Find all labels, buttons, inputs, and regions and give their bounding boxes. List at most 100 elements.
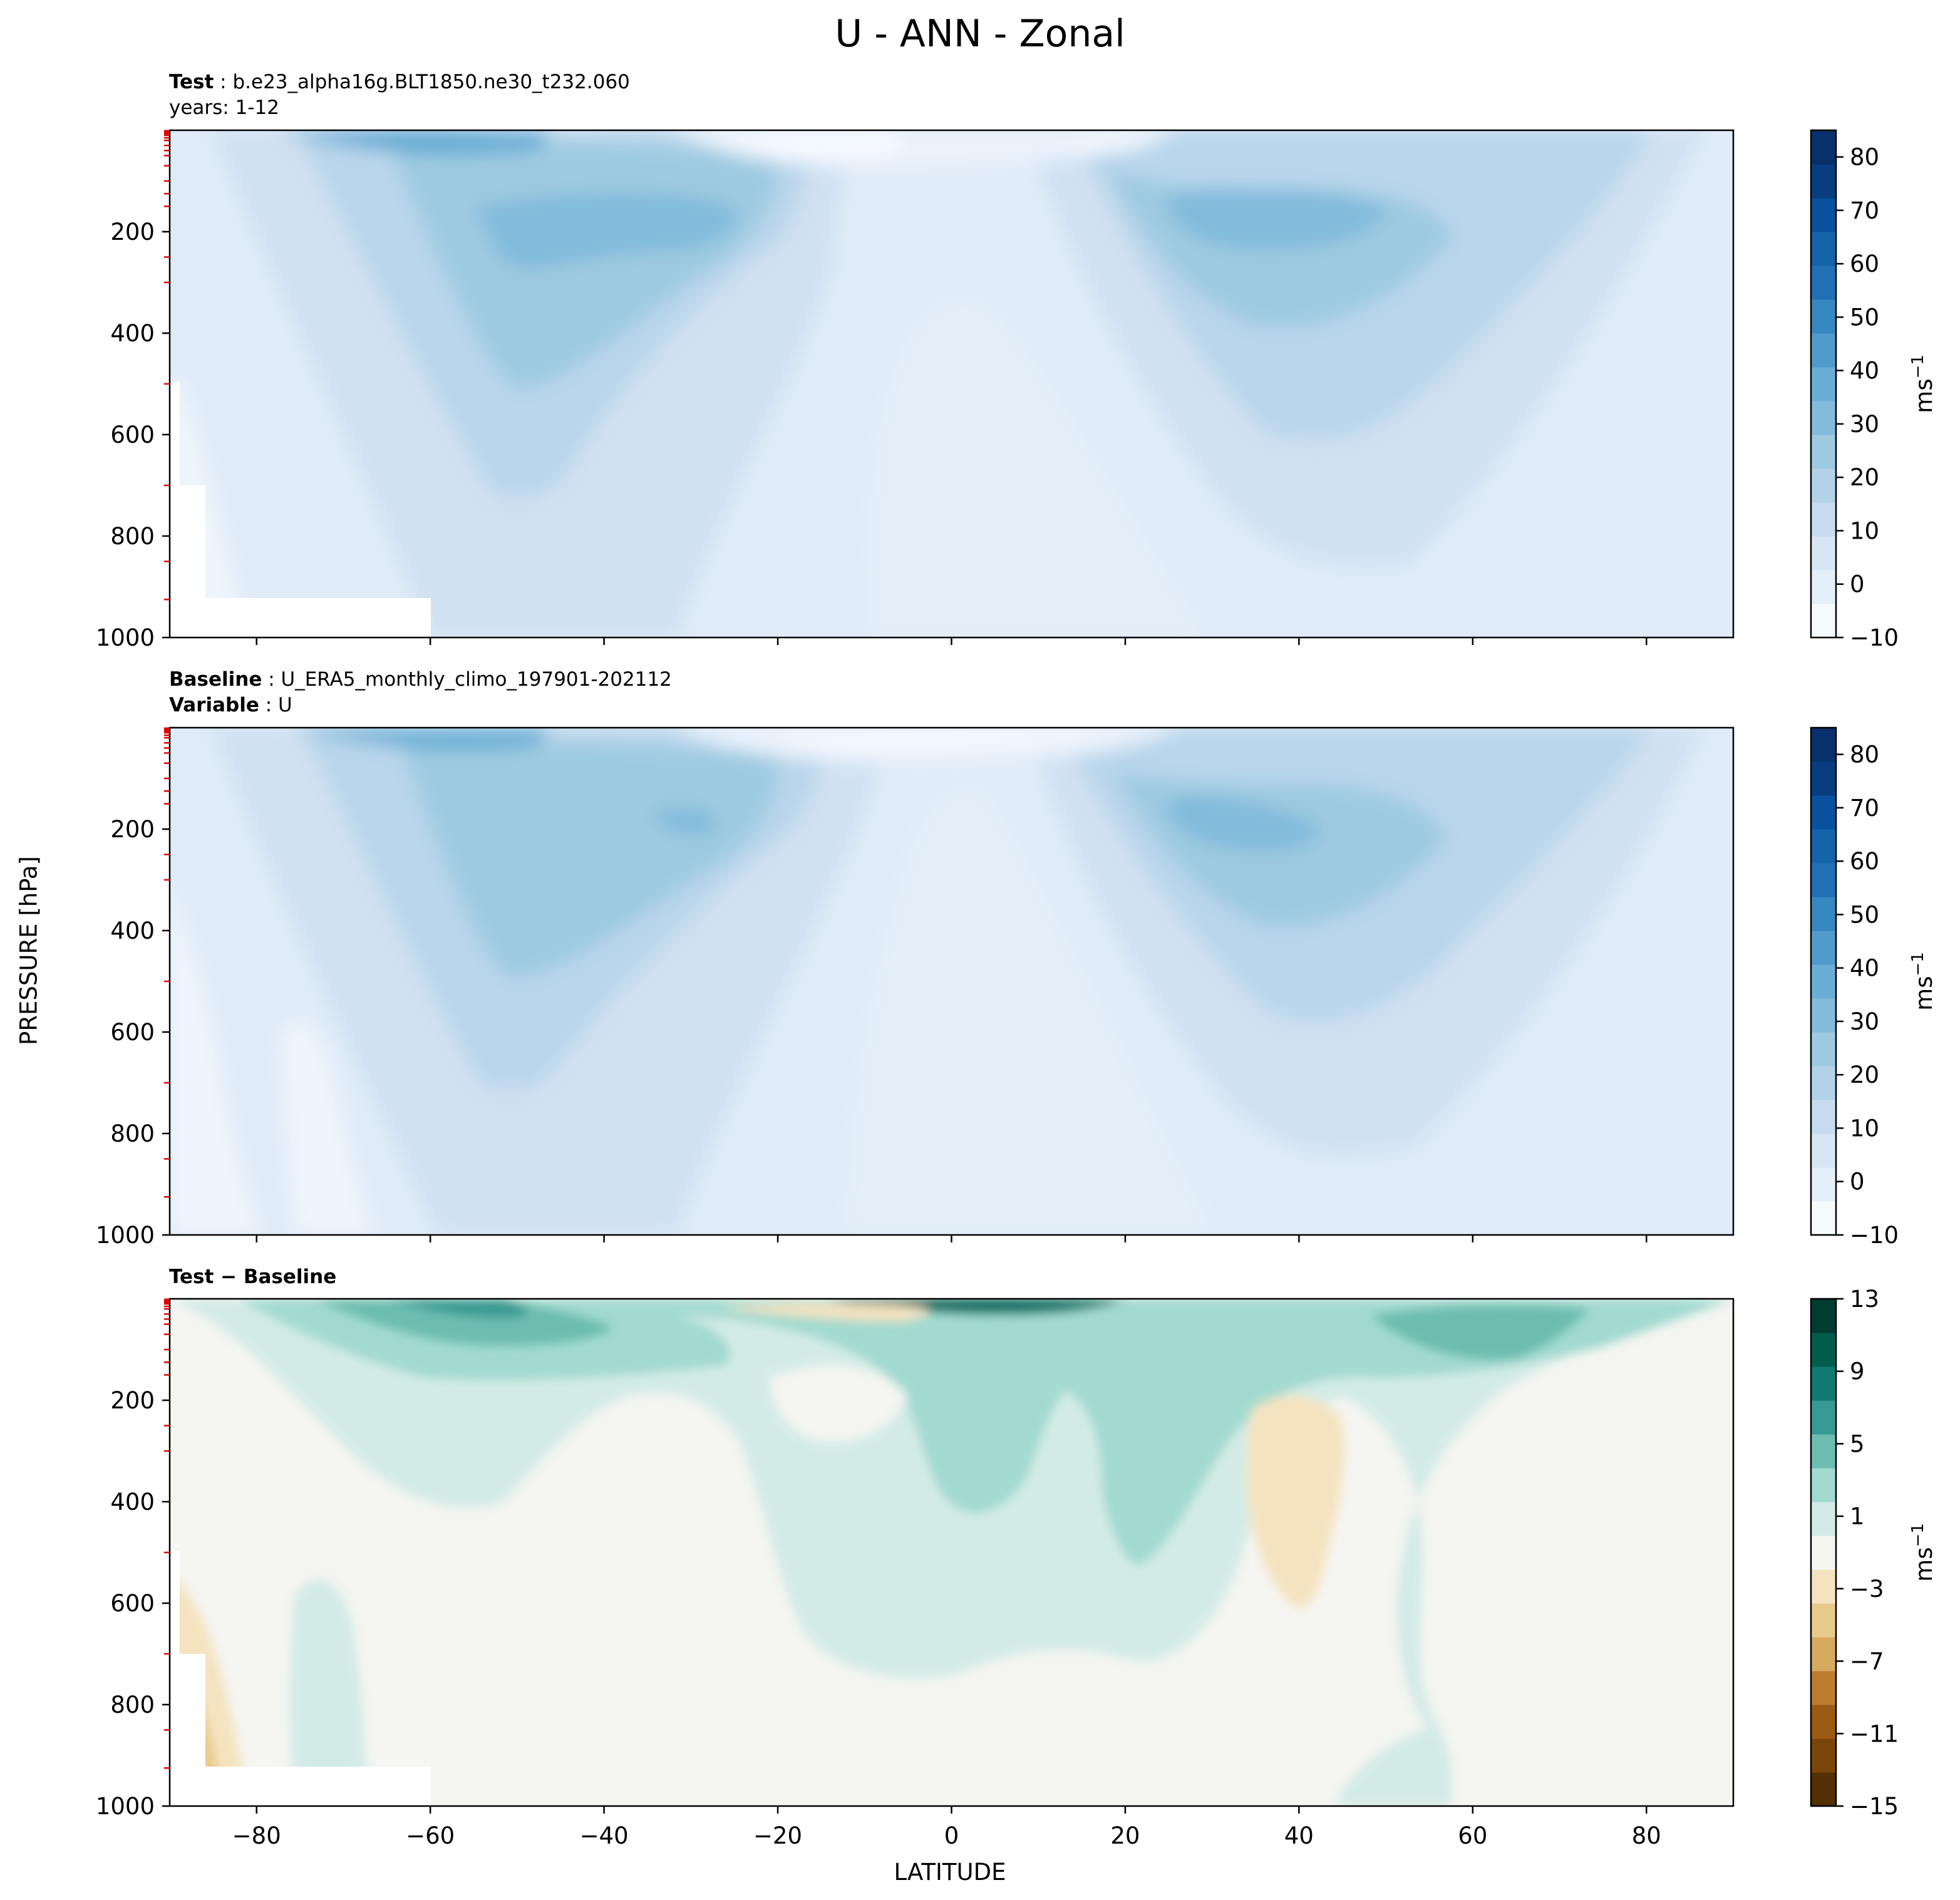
panel3-colorbar-segment xyxy=(1811,1366,1836,1401)
panel1-title-bold: Test xyxy=(169,71,214,93)
xtick-label--40: −40 xyxy=(580,1822,629,1849)
panel1-tropical-core xyxy=(869,297,1209,638)
panel2-colorbar-segment xyxy=(1811,762,1836,796)
panel1-colorbar-segment xyxy=(1811,570,1836,604)
panel2-plot-area xyxy=(168,726,1735,1236)
panel2-title-bold: Baseline xyxy=(169,668,262,691)
panel1-colorbar-segment xyxy=(1811,604,1836,638)
panel2-colorbar-segment xyxy=(1811,863,1836,897)
panel3-topography-mask xyxy=(170,1551,431,1806)
panel1-ytick-label-600: 600 xyxy=(110,421,155,448)
panel1-colorbar-segment xyxy=(1811,164,1836,199)
panel1-contour-35 xyxy=(476,188,1390,269)
panel1-title-text: : b.e23_alpha16g.BLT1850.ne30_t232.060 xyxy=(214,71,630,93)
panel3-contour-pos13 xyxy=(864,1299,1083,1306)
panel1-contour-40 xyxy=(276,130,551,156)
panel1-colorbar-label: 20 xyxy=(1850,464,1879,491)
panel1-colorbar-segment xyxy=(1811,401,1836,435)
panel1-colorbar-frame xyxy=(1810,129,1837,639)
panel2-contour-40 xyxy=(288,728,551,751)
panel3-colorbar-segment xyxy=(1811,1468,1836,1502)
panel1-colorbar-label: 10 xyxy=(1850,517,1879,544)
panel2-ytick-label-600: 600 xyxy=(110,1019,155,1046)
xtick-label-40: 40 xyxy=(1284,1822,1314,1849)
panel1-colorbar-label: 80 xyxy=(1850,144,1879,171)
panel3-colorbar-segment xyxy=(1811,1333,1836,1367)
panel3-contour-pos5-hole xyxy=(770,1365,908,1442)
panel3-colorbar-segment xyxy=(1811,1671,1836,1705)
panel1-colorbar-label: 50 xyxy=(1850,304,1879,331)
panel2-title: Baseline : U_ERA5_monthly_climo_197901-2… xyxy=(169,667,672,692)
panel1-colorbar-segment xyxy=(1811,435,1836,469)
panel1-colorbar-segment xyxy=(1811,536,1836,571)
panel1-colorbar-label: −10 xyxy=(1850,624,1899,651)
panel2-colorbar-frame xyxy=(1810,726,1837,1236)
panel3-plot-area xyxy=(168,1298,1735,1807)
panel1-colorbar-label: 70 xyxy=(1850,197,1879,224)
panel2-colorbar-unit: ms−1 xyxy=(1909,952,1937,1011)
panel1-contour-50 xyxy=(326,130,501,139)
panel2-subtitle-text: : U xyxy=(259,694,292,716)
panel3-colorbar-label: 1 xyxy=(1850,1503,1865,1530)
panel1-colorbar-segment xyxy=(1811,502,1836,537)
panel2-colorbar-segment xyxy=(1811,829,1836,864)
panel3-colorbar-segment xyxy=(1811,1434,1836,1469)
panel3-colorbar-label: −3 xyxy=(1850,1576,1884,1603)
panel2-colorbar-label: 80 xyxy=(1850,741,1879,768)
panel3-colorbar-segment xyxy=(1811,1637,1836,1671)
panel3-colorbar-frame xyxy=(1810,1298,1837,1807)
panel2-polar-low xyxy=(170,877,376,1235)
panel2-contour-35 xyxy=(651,795,1321,852)
panel3-contour-pos1-low xyxy=(289,1579,369,1806)
panel3-title-bold: Test − Baseline xyxy=(169,1266,337,1288)
panel3-colorbar-label: −15 xyxy=(1850,1793,1899,1820)
panel3-colorbar-segment xyxy=(1811,1705,1836,1739)
panel1-contour-neg xyxy=(708,130,1158,157)
panel1-colorbar-unit-base: ms xyxy=(1911,379,1937,413)
panel1-colorbar-segment xyxy=(1811,333,1836,368)
panel3-colorbar-segment xyxy=(1811,1400,1836,1435)
panel1-ytick-label-800: 800 xyxy=(110,523,155,550)
panel3-title: Test − Baseline xyxy=(169,1264,336,1289)
panel1-colorbar-segment xyxy=(1811,232,1836,266)
panel2-colorbar-unit-exponent: −1 xyxy=(1909,952,1927,976)
panel1-ytick-label-200: 200 xyxy=(110,219,155,245)
panel2-colorbar-segment xyxy=(1811,1167,1836,1202)
panel1-subtitle: years: 1-12 xyxy=(169,96,279,119)
panel1-title: Test : b.e23_alpha16g.BLT1850.ne30_t232.… xyxy=(169,70,630,95)
panel1-colorbar-unit-exponent: −1 xyxy=(1909,354,1927,378)
panel2-ytick-label-800: 800 xyxy=(110,1120,155,1147)
panel3-ytick-label-1000: 1000 xyxy=(96,1793,155,1820)
x-axis-label: LATITUDE xyxy=(894,1859,1006,1886)
panel3-contour-pos5 xyxy=(238,1299,1733,1566)
panel2-colorbar-label: 70 xyxy=(1850,795,1879,822)
panel2-colorbar-segment xyxy=(1811,1032,1836,1066)
panel2-colorbar-label: 20 xyxy=(1850,1061,1879,1088)
panel3-colorbar-segment xyxy=(1811,1569,1836,1604)
panel1-colorbar-segment xyxy=(1811,299,1836,334)
xtick-label-80: 80 xyxy=(1632,1822,1661,1849)
panel1-colorbar-label: 30 xyxy=(1850,411,1879,438)
panel3-colorbar-label: 9 xyxy=(1850,1358,1865,1385)
panel2-colorbar-segment xyxy=(1811,1133,1836,1168)
panel3-colorbar-segment xyxy=(1811,1603,1836,1638)
panel2-subtitle-bold: Variable xyxy=(169,694,259,716)
panel1-colorbar-segment xyxy=(1811,468,1836,503)
axes-layer: 200400600800100080706050403020100−10ms−1… xyxy=(96,129,1937,1849)
panel1-topography-mask xyxy=(170,382,431,638)
panel2-colorbar-label: 40 xyxy=(1850,955,1879,982)
panel3-colorbar-label: −7 xyxy=(1850,1648,1884,1675)
panel2-colorbar-label: 30 xyxy=(1850,1008,1879,1035)
panel2-subtitle: Variable : U xyxy=(169,693,292,718)
panel3-colorbar-segment xyxy=(1811,1772,1836,1807)
panel3-colorbar-segment xyxy=(1811,1502,1836,1536)
panel3-contour-pos9 xyxy=(388,1299,528,1318)
xtick-label--60: −60 xyxy=(406,1822,455,1849)
panel3-colorbar-label: 13 xyxy=(1850,1286,1879,1313)
panel1-plot-area xyxy=(168,129,1735,639)
panel2-tropical-core xyxy=(845,787,1215,1235)
panel2-colorbar-label: 50 xyxy=(1850,901,1879,928)
panel2-title-text: : U_ERA5_monthly_climo_197901-202112 xyxy=(262,668,672,691)
panel2-contour-neg xyxy=(770,729,1121,750)
panel2-colorbar-label: −10 xyxy=(1850,1222,1899,1249)
